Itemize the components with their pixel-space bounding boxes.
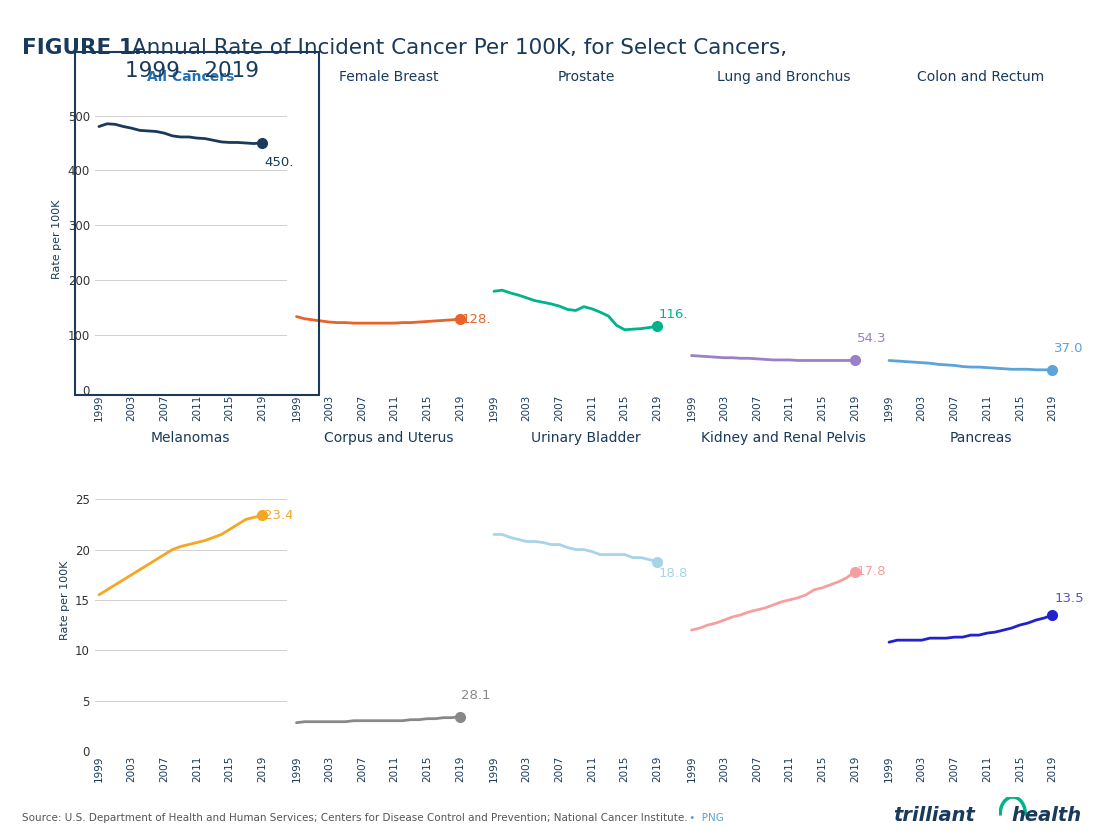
- Text: 37.0: 37.0: [1055, 341, 1084, 355]
- Text: 28.1: 28.1: [462, 689, 491, 701]
- Title: Lung and Bronchus: Lung and Bronchus: [716, 70, 850, 84]
- Text: Annual Rate of Incident Cancer Per 100K, for Select Cancers,
1999 – 2019: Annual Rate of Incident Cancer Per 100K,…: [125, 38, 787, 81]
- Text: 128.9: 128.9: [462, 313, 499, 326]
- Title: Prostate: Prostate: [557, 70, 615, 84]
- Title: Melanomas: Melanomas: [151, 431, 231, 445]
- Text: FIGURE 1.: FIGURE 1.: [22, 38, 143, 58]
- Title: Urinary Bladder: Urinary Bladder: [531, 431, 641, 445]
- Text: health: health: [1011, 806, 1081, 825]
- Title: Pancreas: Pancreas: [950, 431, 1012, 445]
- Text: 13.5: 13.5: [1055, 592, 1084, 605]
- Text: •  PNG: • PNG: [686, 813, 724, 823]
- Text: 18.8: 18.8: [660, 566, 689, 580]
- Text: 450.8: 450.8: [264, 156, 301, 169]
- Text: 17.8: 17.8: [857, 565, 886, 578]
- Y-axis label: Rate per 100K: Rate per 100K: [52, 200, 62, 279]
- Title: All Cancers: All Cancers: [147, 70, 234, 84]
- Title: Female Breast: Female Breast: [338, 70, 439, 84]
- Title: Kidney and Renal Pelvis: Kidney and Renal Pelvis: [701, 431, 866, 445]
- Text: Source: U.S. Department of Health and Human Services; Centers for Disease Contro: Source: U.S. Department of Health and Hu…: [22, 813, 687, 823]
- Text: trilliant: trilliant: [893, 806, 974, 825]
- Y-axis label: Rate per 100K: Rate per 100K: [59, 560, 69, 639]
- Text: 54.3: 54.3: [857, 332, 886, 345]
- Title: Colon and Rectum: Colon and Rectum: [917, 70, 1045, 84]
- Title: Corpus and Uterus: Corpus and Uterus: [324, 431, 453, 445]
- Text: 23.4: 23.4: [264, 508, 294, 522]
- Text: 116.6: 116.6: [660, 308, 696, 320]
